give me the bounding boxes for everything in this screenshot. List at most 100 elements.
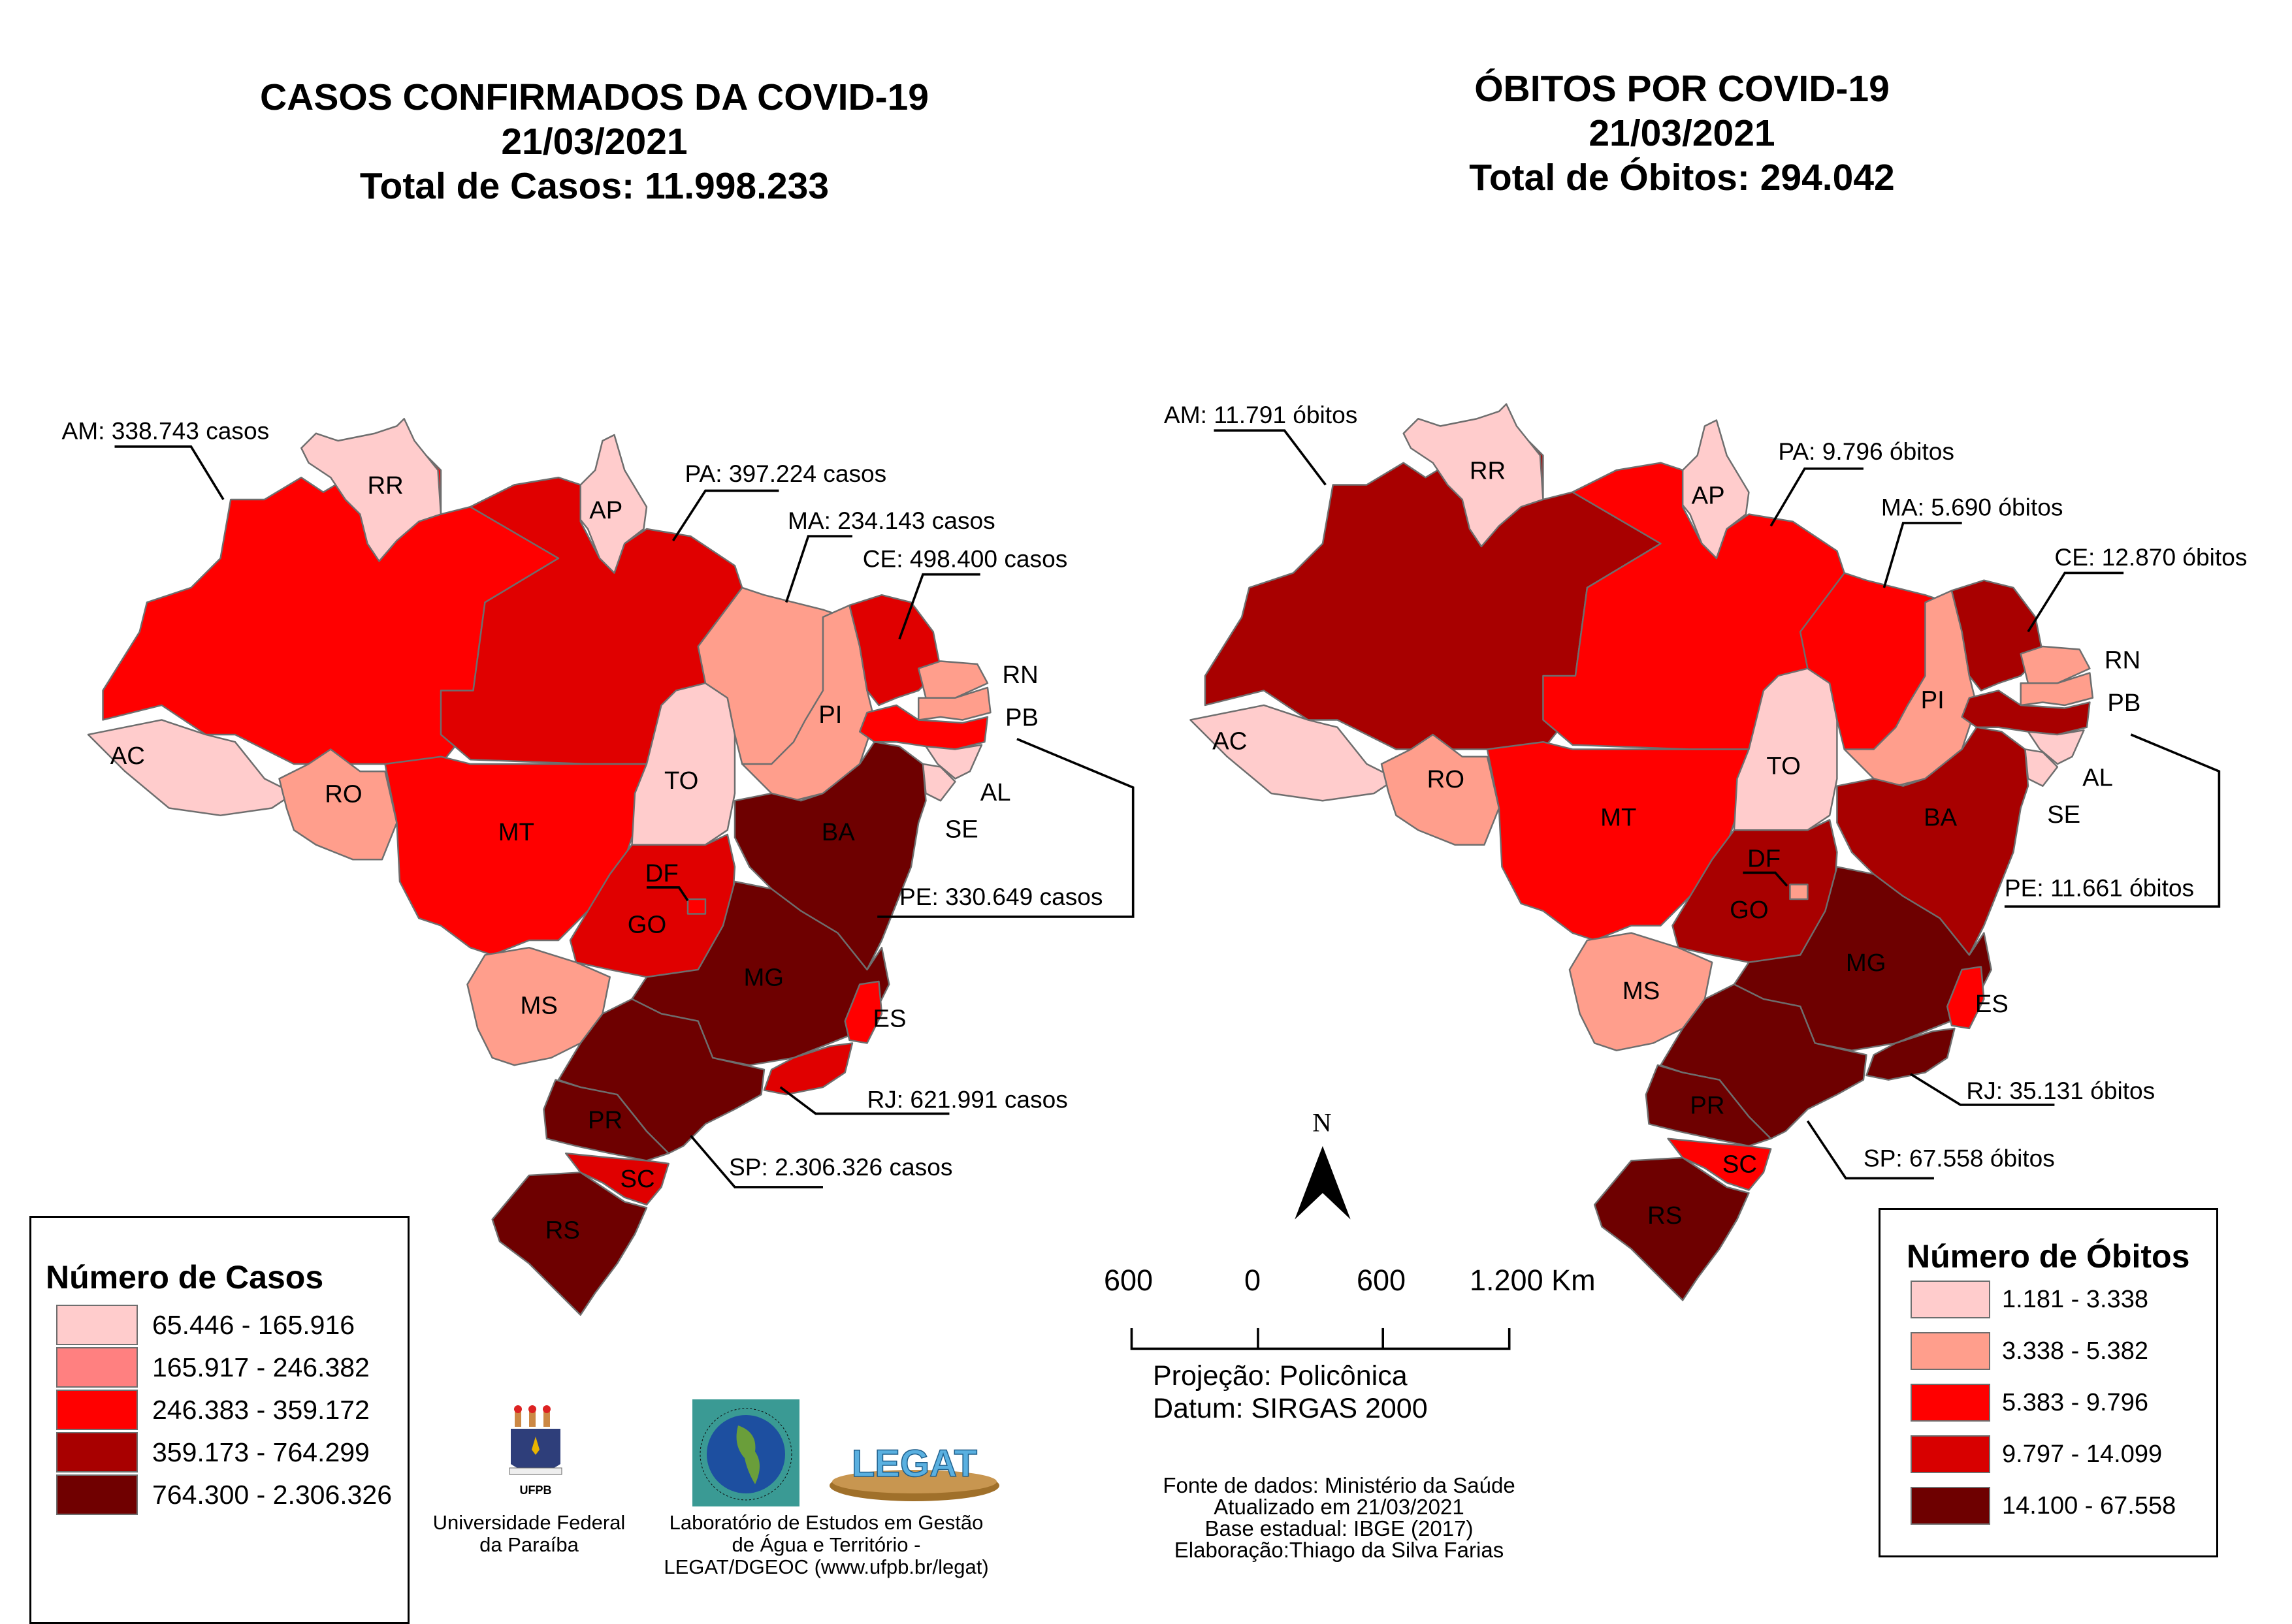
cases-legend: Número de Casos 65.446 - 165.916 165.917… (29, 1216, 410, 1624)
state-ce[interactable] (848, 594, 942, 707)
callout-ce-deaths: CE: 12.870 óbitos (2054, 543, 2247, 571)
legend-range: 764.300 - 2.306.326 (152, 1479, 393, 1510)
label-ac: AC (1212, 727, 1247, 755)
cases-legend-item: 246.383 - 359.172 (56, 1390, 370, 1430)
state-df[interactable] (1789, 884, 1809, 900)
label-ba: BA (1924, 803, 1958, 831)
label-mt: MT (498, 818, 534, 846)
callout-rj-cases: RJ: 621.991 casos (867, 1085, 1067, 1113)
cases-title-total: Total de Casos: 11.998.233 (359, 165, 830, 207)
state-rs[interactable] (1593, 1156, 1750, 1301)
callout-pa-deaths: PA: 9.796 óbitos (1778, 438, 1954, 465)
label-pi: PI (818, 701, 842, 729)
datum-line: Datum: SIRGAS 2000 (1153, 1393, 1428, 1424)
state-ro[interactable] (1380, 733, 1500, 846)
state-sc[interactable] (564, 1152, 670, 1206)
state-es[interactable] (1946, 966, 1985, 1030)
label-df: DF (1747, 844, 1781, 872)
label-mg: MG (1846, 949, 1886, 977)
north-arrow: N (1295, 1107, 1351, 1220)
label-rr: RR (367, 471, 403, 500)
legend-swatch (1911, 1487, 1990, 1525)
source-line-3: Base estadual: IBGE (2017) (1204, 1516, 1474, 1540)
legend-swatch (1911, 1281, 1990, 1318)
legend-range: 359.173 - 764.299 (152, 1437, 370, 1467)
label-se: SE (2047, 801, 2080, 829)
cases-legend-title: Número de Casos (46, 1259, 324, 1296)
callout-pe-cases: PE: 330.649 casos (899, 883, 1103, 910)
deaths-title-total: Total de Óbitos: 294.042 (1469, 157, 1895, 199)
label-pr: PR (1690, 1091, 1724, 1119)
state-mt[interactable] (384, 756, 648, 956)
deaths-legend-item: 9.797 - 14.099 (1911, 1435, 2162, 1473)
cases-title-date: 21/03/2021 (501, 121, 688, 163)
state-pe[interactable] (1961, 690, 2091, 736)
state-es[interactable] (844, 980, 883, 1044)
ufpb-logo: UFPB (509, 1405, 562, 1497)
label-df: DF (645, 859, 679, 887)
deaths-legend: Número de Óbitos 1.181 - 3.338 3.338 - 5… (1879, 1208, 2218, 1557)
state-rj[interactable] (763, 1042, 854, 1096)
legend-range: 65.446 - 165.916 (152, 1309, 355, 1340)
state-sc[interactable] (1667, 1138, 1772, 1191)
state-rr[interactable] (300, 417, 442, 562)
label-al: AL (980, 778, 1011, 806)
state-ce[interactable] (1950, 579, 2044, 692)
deaths-legend-item: 3.338 - 5.382 (1911, 1332, 2148, 1370)
label-ba: BA (822, 818, 856, 846)
callout-ma-deaths: MA: 5.690 óbitos (1881, 494, 2063, 521)
label-ap: AP (589, 496, 622, 524)
deaths-legend-item: 1.181 - 3.338 (1911, 1281, 2148, 1318)
scale-tick-600-right: 600 (1357, 1264, 1406, 1297)
legend-range: 3.338 - 5.382 (2002, 1337, 2148, 1365)
state-al[interactable] (925, 744, 983, 780)
legend-range: 1.181 - 3.338 (2002, 1285, 2148, 1313)
state-pe[interactable] (858, 704, 989, 750)
ufpb-caption-line-2: da Paraíba (479, 1533, 579, 1556)
label-go: GO (628, 911, 666, 939)
callout-sp-cases: SP: 2.306.326 casos (729, 1153, 952, 1181)
state-ms[interactable] (466, 946, 611, 1066)
label-sc: SC (1722, 1150, 1757, 1178)
north-label: N (1312, 1107, 1331, 1137)
ufpb-caption: Universidade Federal da Paraíba (418, 1512, 640, 1556)
source-line-4: Elaboração:Thiago da Silva Farias (1174, 1538, 1504, 1562)
deaths-legend-item: 5.383 - 9.796 (1911, 1384, 2148, 1422)
cases-title-line-1: CASOS CONFIRMADOS DA COVID-19 (260, 76, 929, 118)
label-ac: AC (110, 742, 145, 770)
state-al[interactable] (2027, 729, 2085, 765)
scale-tick-1200: 1.200 Km (1470, 1264, 1596, 1297)
legend-range: 9.797 - 14.099 (2002, 1440, 2163, 1468)
legat-logo: LEGAT (830, 1442, 999, 1501)
state-ms[interactable] (1568, 932, 1713, 1051)
deaths-map-title: ÓBITOS POR COVID-19 21/03/2021 Total de … (1280, 67, 2084, 200)
callout-am-deaths: AM: 11.791 óbitos (1164, 401, 1357, 428)
legend-swatch (1911, 1384, 1990, 1422)
cases-choropleth-map: RR AP AC RO MT TO PI RN PB AL SE BA DF G… (62, 417, 1135, 1316)
callout-ma-cases: MA: 234.143 casos (788, 507, 995, 534)
state-df[interactable] (686, 898, 707, 915)
cases-legend-item: 65.446 - 165.916 (56, 1305, 355, 1345)
label-mt: MT (1600, 803, 1636, 831)
scale-bar (1130, 1328, 1511, 1350)
state-ap[interactable] (1677, 419, 1750, 560)
state-mt[interactable] (1486, 740, 1750, 942)
label-es: ES (1975, 990, 2009, 1018)
legend-swatch (56, 1305, 138, 1345)
label-ms: MS (1622, 977, 1660, 1005)
state-rr[interactable] (1402, 403, 1544, 548)
legend-range: 165.917 - 246.382 (152, 1352, 370, 1382)
legat-caption: Laboratório de Estudos em Gestão de Água… (637, 1512, 1016, 1578)
state-rs[interactable] (491, 1171, 648, 1316)
deaths-title-line-1: ÓBITOS POR COVID-19 (1474, 68, 1890, 110)
label-pb: PB (2107, 689, 2140, 717)
label-ro: RO (325, 780, 362, 808)
cases-legend-item: 359.173 - 764.299 (56, 1432, 370, 1473)
callout-pa-cases: PA: 397.224 casos (685, 460, 886, 487)
state-rj[interactable] (1865, 1027, 1956, 1081)
label-mg: MG (743, 964, 784, 992)
state-ap[interactable] (575, 434, 648, 574)
state-ro[interactable] (278, 748, 398, 861)
cases-legend-item: 764.300 - 2.306.326 (56, 1474, 392, 1515)
label-se: SE (945, 815, 978, 843)
